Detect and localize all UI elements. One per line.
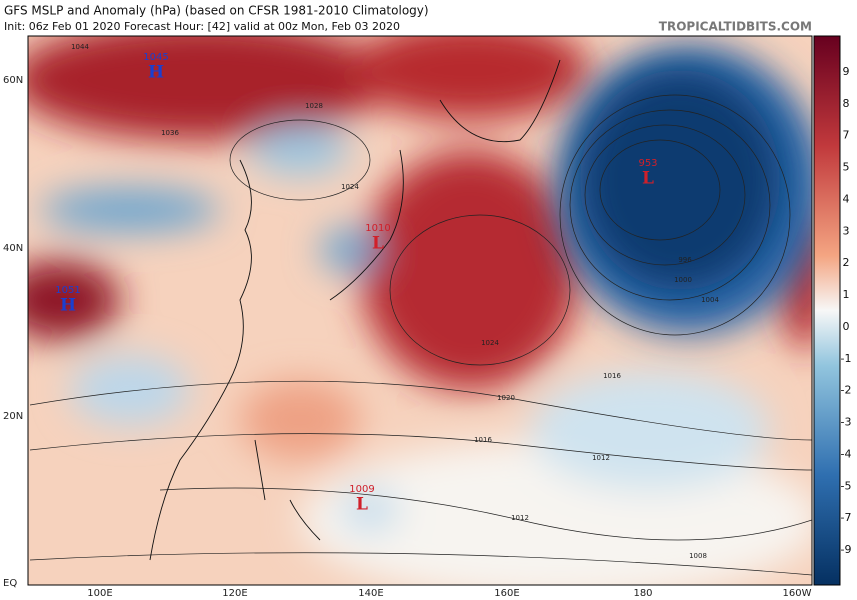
isobar-label: 1044 <box>71 43 89 51</box>
colorbar <box>813 35 841 586</box>
isobar-label: 1012 <box>511 514 529 522</box>
subtitle: Init: 06z Feb 01 2020 Forecast Hour: [42… <box>4 20 400 33</box>
center-symbol: H <box>60 296 76 316</box>
isobar-label: 1016 <box>474 436 492 444</box>
isobar-label: 1024 <box>481 339 499 347</box>
isobar-label: 1036 <box>161 129 179 137</box>
colorbar-label: 2 <box>843 256 850 269</box>
center-symbol: H <box>148 63 164 83</box>
colorbar-label: -2 <box>841 384 852 397</box>
colorbar-label: -5 <box>841 479 852 492</box>
center-value: 1009 <box>349 484 374 495</box>
isobar-label: 1016 <box>603 372 621 380</box>
title: GFS MSLP and Anomaly (hPa) (based on CFS… <box>4 4 429 18</box>
lat-label: 60N <box>3 75 23 86</box>
lon-label: 100E <box>87 588 112 599</box>
colorbar-label: -7 <box>841 511 852 524</box>
colorbar-label: -4 <box>841 447 852 460</box>
lon-label: 160W <box>783 588 812 599</box>
lat-label: EQ <box>3 578 17 589</box>
colorbar-label: 7 <box>843 129 850 142</box>
lon-label: 160E <box>494 588 519 599</box>
center-symbol: L <box>642 169 654 189</box>
colorbar-label: -3 <box>841 416 852 429</box>
colorbar-label: 3 <box>843 224 850 237</box>
colorbar-label: 9 <box>843 65 850 78</box>
lon-label: 180 <box>633 588 652 599</box>
colorbar-label: -9 <box>841 543 852 556</box>
lon-label: 120E <box>222 588 247 599</box>
colorbar-label: 8 <box>843 97 850 110</box>
colorbar-label: -1 <box>841 352 852 365</box>
isobar-label: 1008 <box>689 552 707 560</box>
lon-label: 140E <box>358 588 383 599</box>
center-symbol: L <box>356 495 368 515</box>
center-value: 1051 <box>55 285 80 296</box>
colorbar-label: 1 <box>843 288 850 301</box>
center-value: 1045 <box>143 52 168 63</box>
colorbar-label: 4 <box>843 192 850 205</box>
map <box>28 36 812 585</box>
center-value: 953 <box>638 158 657 169</box>
isobar-label: 1000 <box>674 276 692 284</box>
isobar-label: 1012 <box>592 454 610 462</box>
lat-label: 20N <box>3 411 23 422</box>
colorbar-label: 0 <box>843 320 850 333</box>
isobar-label: 996 <box>678 256 692 264</box>
isobar-label: 1004 <box>701 296 719 304</box>
center-symbol: L <box>372 234 384 254</box>
center-value: 1010 <box>365 223 390 234</box>
watermark: TROPICALTIDBITS.COM <box>659 20 812 34</box>
lat-label: 40N <box>3 243 23 254</box>
isobar-label: 1028 <box>305 102 323 110</box>
isobar-label: 1024 <box>341 183 359 191</box>
colorbar-label: 5 <box>843 161 850 174</box>
isobar-label: 1020 <box>497 394 515 402</box>
map-frame <box>27 35 813 586</box>
